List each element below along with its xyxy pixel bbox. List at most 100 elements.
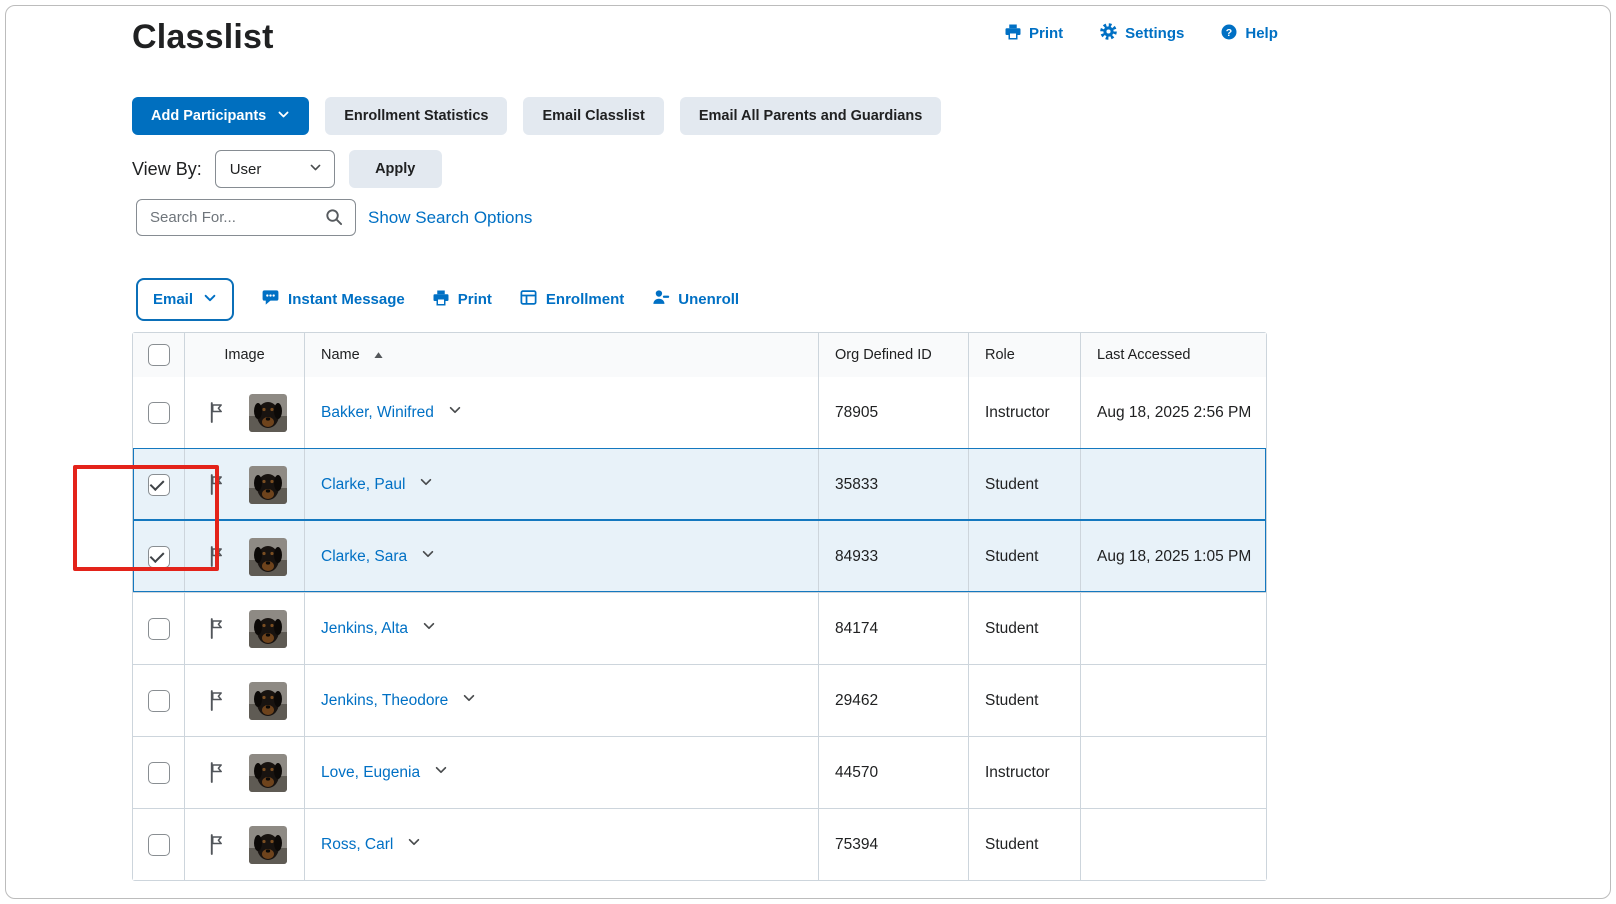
chevron-down-icon	[421, 547, 435, 566]
gear-icon	[1099, 22, 1118, 45]
classlist-table: Image Name Org Defined ID Role Last Acce…	[132, 332, 1267, 881]
flag-icon[interactable]	[208, 689, 225, 712]
row-name-cell: Jenkins, Alta	[304, 593, 818, 664]
row-checkbox[interactable]	[147, 689, 170, 712]
name-dropdown[interactable]: Clarke, Paul	[321, 475, 433, 494]
instant-message-link[interactable]: Instant Message	[261, 288, 405, 311]
row-image-cell	[184, 449, 304, 520]
email-all-parents-button[interactable]: Email All Parents and Guardians	[679, 97, 942, 135]
row-checkbox-cell	[133, 665, 184, 736]
classlist-page: Classlist Print Settings ? Help Add Part…	[5, 5, 1611, 899]
row-checkbox[interactable]	[147, 473, 170, 496]
flag-icon[interactable]	[208, 545, 225, 568]
table-body: Bakker, Winifred 78905 Instructor Aug 18…	[133, 377, 1266, 880]
row-checkbox[interactable]	[147, 833, 170, 856]
user-name-link[interactable]: Jenkins, Alta	[321, 619, 409, 637]
row-org-id-cell: 44570	[818, 737, 968, 808]
email-classlist-button[interactable]: Email Classlist	[523, 97, 664, 135]
role-value: Student	[985, 835, 1039, 853]
select-all-checkbox[interactable]	[147, 344, 170, 366]
row-last-accessed-cell	[1080, 809, 1268, 880]
row-role-cell: Student	[968, 809, 1080, 880]
name-dropdown[interactable]: Clarke, Sara	[321, 547, 435, 566]
table-row: Clarke, Sara 84933 Student Aug 18, 2025 …	[133, 520, 1266, 592]
chat-bubble-icon	[261, 288, 280, 311]
sort-ascending-icon	[372, 349, 385, 362]
print-link[interactable]: Print	[1004, 23, 1063, 45]
chevron-down-icon	[309, 161, 322, 178]
header-last-accessed-cell: Last Accessed	[1080, 333, 1268, 377]
user-avatar	[249, 393, 287, 432]
row-checkbox[interactable]	[147, 617, 170, 640]
header-select-all-cell	[133, 333, 184, 377]
view-by-select[interactable]: User	[214, 150, 335, 188]
view-by-row: View By: User Apply	[132, 150, 442, 188]
role-value: Student	[985, 619, 1039, 637]
header-name-cell[interactable]: Name	[304, 333, 818, 377]
row-role-cell: Student	[968, 593, 1080, 664]
unenroll-person-icon	[651, 288, 670, 311]
search-button[interactable]	[322, 205, 345, 231]
row-checkbox[interactable]	[147, 401, 170, 424]
apply-button[interactable]: Apply	[348, 150, 442, 188]
row-checkbox-cell	[133, 377, 184, 448]
user-name-link[interactable]: Ross, Carl	[321, 835, 394, 853]
org-id-value: 44570	[835, 763, 879, 781]
enrollment-link[interactable]: Enrollment	[519, 288, 624, 311]
add-participants-button[interactable]: Add Participants	[132, 97, 310, 135]
org-id-value: 84933	[835, 547, 879, 565]
email-dropdown-button[interactable]: Email	[136, 278, 235, 321]
print-icon	[1004, 23, 1022, 45]
table-row: Bakker, Winifred 78905 Instructor Aug 18…	[133, 377, 1266, 448]
flag-icon[interactable]	[208, 761, 225, 784]
search-row: Show Search Options	[136, 199, 532, 236]
name-dropdown[interactable]: Love, Eugenia	[321, 763, 448, 782]
org-id-value: 75394	[835, 835, 879, 853]
help-link[interactable]: ? Help	[1220, 23, 1278, 45]
enrollment-label: Enrollment	[545, 291, 625, 308]
add-participants-label: Add Participants	[151, 108, 267, 124]
print-action-link[interactable]: Print	[432, 289, 492, 311]
name-dropdown[interactable]: Bakker, Winifred	[321, 403, 462, 422]
toolbar: Add Participants Enrollment Statistics E…	[132, 97, 942, 135]
row-checkbox-cell	[133, 737, 184, 808]
flag-icon[interactable]	[208, 473, 225, 496]
flag-icon[interactable]	[208, 833, 225, 856]
row-name-cell: Ross, Carl	[304, 809, 818, 880]
header-name-label: Name	[321, 347, 360, 363]
row-name-cell: Love, Eugenia	[304, 737, 818, 808]
print-link-label: Print	[1029, 25, 1064, 42]
search-box	[136, 199, 356, 236]
table-row: Jenkins, Theodore 29462 Student	[133, 664, 1266, 736]
user-name-link[interactable]: Bakker, Winifred	[321, 403, 434, 421]
row-image-cell	[184, 377, 304, 448]
name-dropdown[interactable]: Ross, Carl	[321, 835, 421, 854]
unenroll-link[interactable]: Unenroll	[651, 288, 739, 311]
view-by-selected-value: User	[229, 160, 262, 178]
row-name-cell: Clarke, Sara	[304, 521, 818, 592]
row-org-id-cell: 84174	[818, 593, 968, 664]
row-checkbox[interactable]	[147, 761, 170, 784]
flag-icon[interactable]	[208, 401, 225, 424]
user-name-link[interactable]: Clarke, Sara	[321, 547, 408, 565]
flag-icon[interactable]	[208, 617, 225, 640]
name-dropdown[interactable]: Jenkins, Theodore	[321, 691, 476, 710]
row-image-cell	[184, 737, 304, 808]
enrollment-statistics-button[interactable]: Enrollment Statistics	[325, 97, 508, 135]
chevron-down-icon	[203, 291, 217, 309]
table-row: Love, Eugenia 44570 Instructor	[133, 736, 1266, 808]
chevron-down-icon	[407, 835, 421, 854]
user-name-link[interactable]: Clarke, Paul	[321, 475, 406, 493]
search-input[interactable]	[150, 209, 322, 226]
row-checkbox[interactable]	[147, 545, 170, 568]
show-search-options-link[interactable]: Show Search Options	[368, 207, 533, 227]
user-name-link[interactable]: Jenkins, Theodore	[321, 691, 449, 709]
user-avatar	[249, 537, 287, 576]
settings-link[interactable]: Settings	[1099, 22, 1184, 45]
user-name-link[interactable]: Love, Eugenia	[321, 763, 421, 781]
row-role-cell: Instructor	[968, 377, 1080, 448]
row-org-id-cell: 35833	[818, 449, 968, 520]
name-dropdown[interactable]: Jenkins, Alta	[321, 619, 436, 638]
row-last-accessed-cell	[1080, 737, 1268, 808]
chevron-down-icon	[448, 403, 462, 422]
